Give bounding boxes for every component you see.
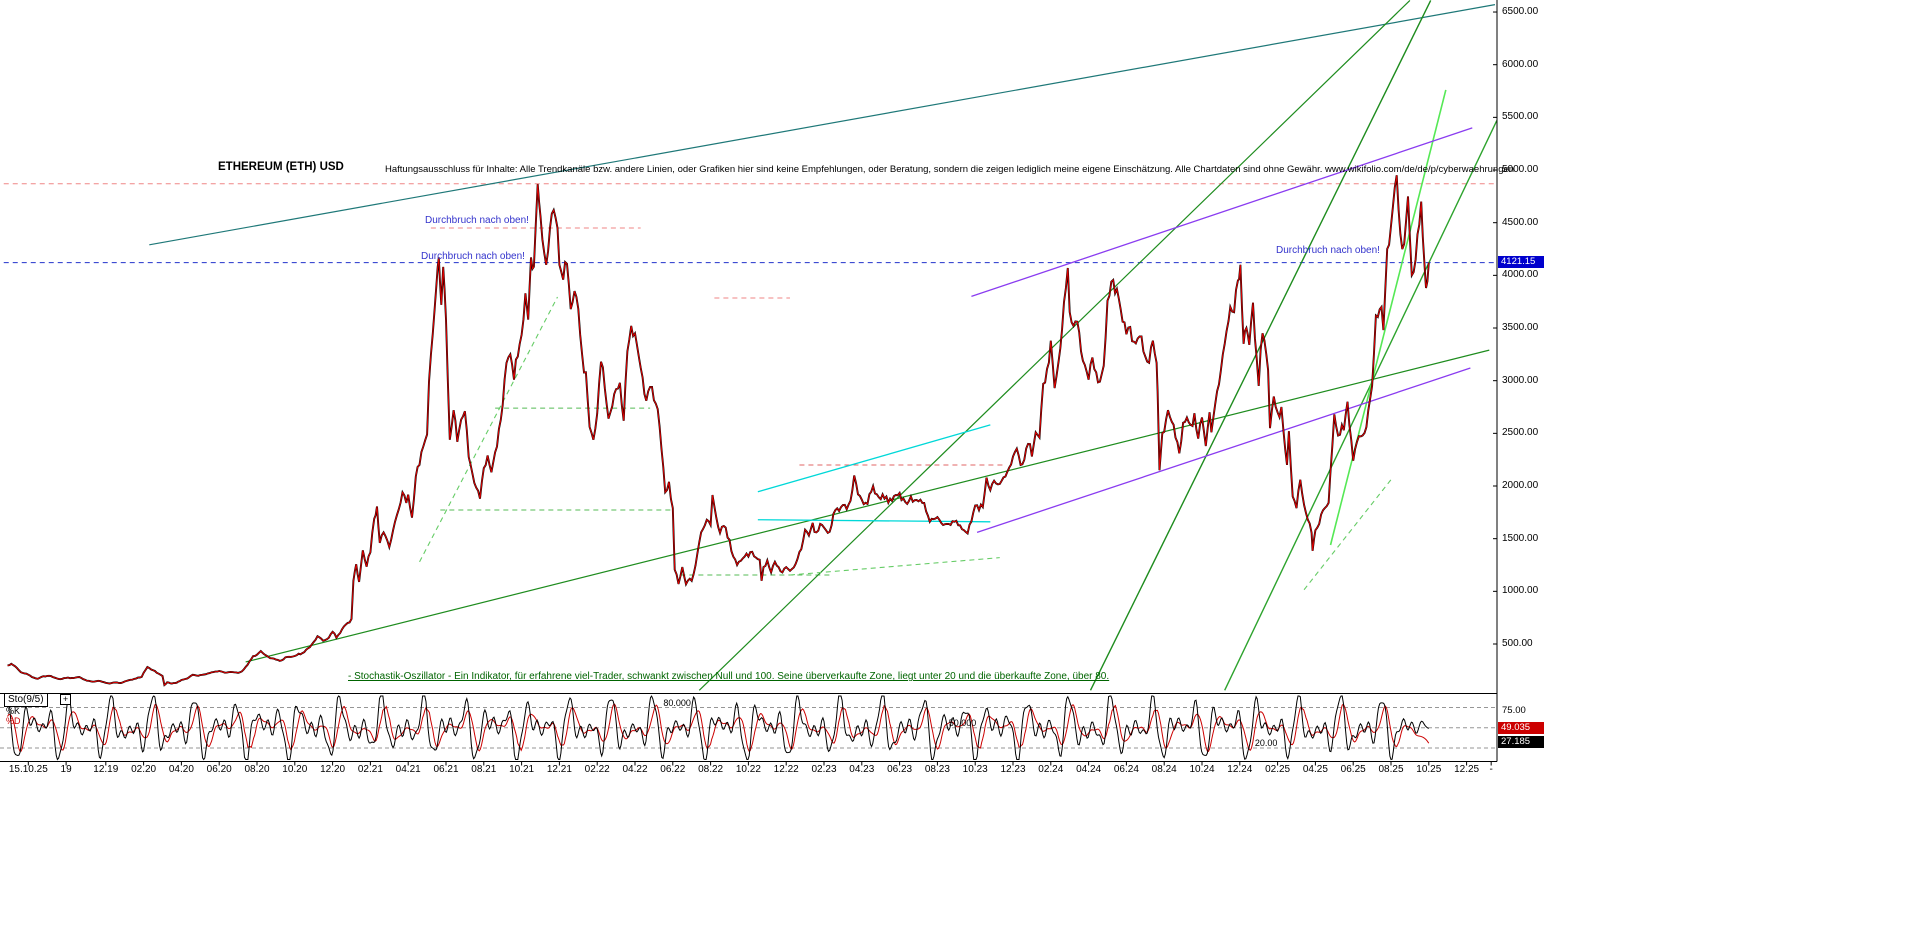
green-steep-trendline-2: [1224, 120, 1497, 691]
price-line-shadow: [7, 175, 1430, 687]
teal-longterm-channel-line: [149, 4, 1496, 246]
dashed-green-diagonal-2023: [789, 557, 1000, 576]
price-line: [7, 175, 1430, 686]
purple-channel-upper: [971, 127, 1473, 298]
stoch-d-line: [7, 703, 1430, 753]
main-plot-area: [3, 0, 1497, 691]
green-longterm-support-line: [245, 349, 1490, 663]
lime-short-trendline: [1329, 89, 1447, 546]
green-midterm-trendline: [698, 0, 1411, 691]
purple-channel-lower: [976, 367, 1471, 533]
dashed-green-diagonal-2021: [419, 296, 558, 563]
cyan-channel-upper: [757, 424, 991, 493]
oscillator-panel: [0, 694, 1497, 761]
stoch-k-line: [7, 694, 1429, 761]
